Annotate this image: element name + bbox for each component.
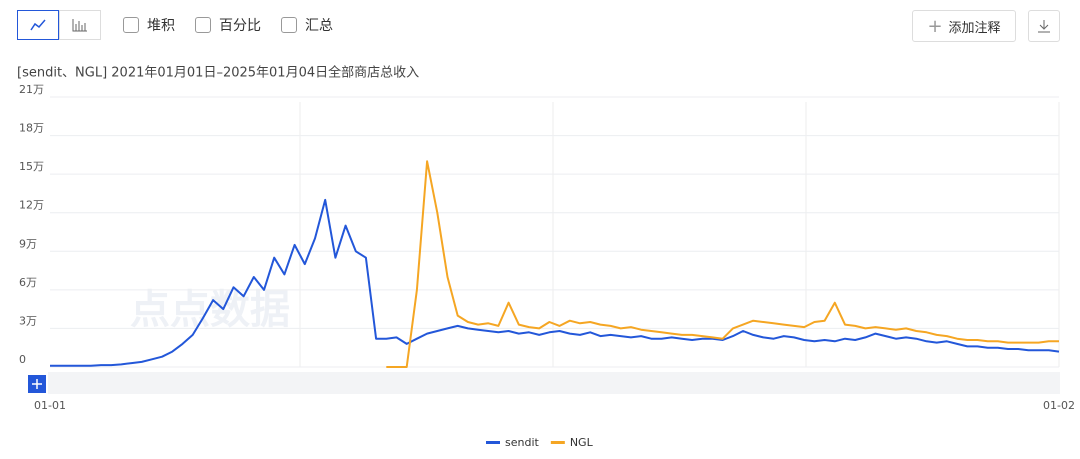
legend-label: NGL (570, 436, 594, 449)
plus-icon (32, 379, 42, 389)
y-tick-label: 3万 (19, 314, 37, 327)
option-label: 百分比 (219, 18, 261, 34)
option[interactable]: 汇总 (281, 15, 333, 35)
annotate-label: 添加注释 (948, 20, 1001, 36)
download-button[interactable] (1028, 10, 1060, 42)
x-tick-label: 01-01 (34, 399, 66, 412)
y-tick-label: 6万 (19, 276, 37, 289)
y-tick-label: 9万 (19, 237, 37, 250)
y-tick-label: 21万 (19, 83, 44, 96)
legend-swatch (550, 441, 565, 444)
option[interactable]: 百分比 (195, 15, 261, 35)
legend-label: sendit (505, 436, 540, 449)
bar-chart-button[interactable] (59, 10, 101, 40)
y-tick-label: 15万 (19, 160, 44, 173)
x-tick-label: 01-02 (1043, 399, 1075, 412)
series-line (386, 160, 1059, 368)
watermark: 点点数据 (130, 287, 290, 333)
legend-swatch (486, 441, 500, 444)
series-line (50, 198, 1060, 367)
range-slider[interactable] (48, 372, 1060, 394)
y-tick-label: 12万 (19, 199, 44, 212)
chart-subtitle: [sendit、NGL] 2021年01月01日–2025年01月04日全部商店… (17, 65, 419, 81)
option-label: 汇总 (305, 18, 333, 34)
annotate-button[interactable]: + 添加注释 (912, 10, 1016, 42)
option-label: 堆积 (147, 18, 175, 34)
y-tick-label: 18万 (19, 122, 44, 135)
line-chart-button[interactable] (17, 10, 59, 40)
y-tick-label: 0 (19, 353, 26, 366)
option[interactable]: 堆积 (123, 15, 175, 35)
toolbar: 堆积 百分比 汇总 (17, 10, 333, 40)
